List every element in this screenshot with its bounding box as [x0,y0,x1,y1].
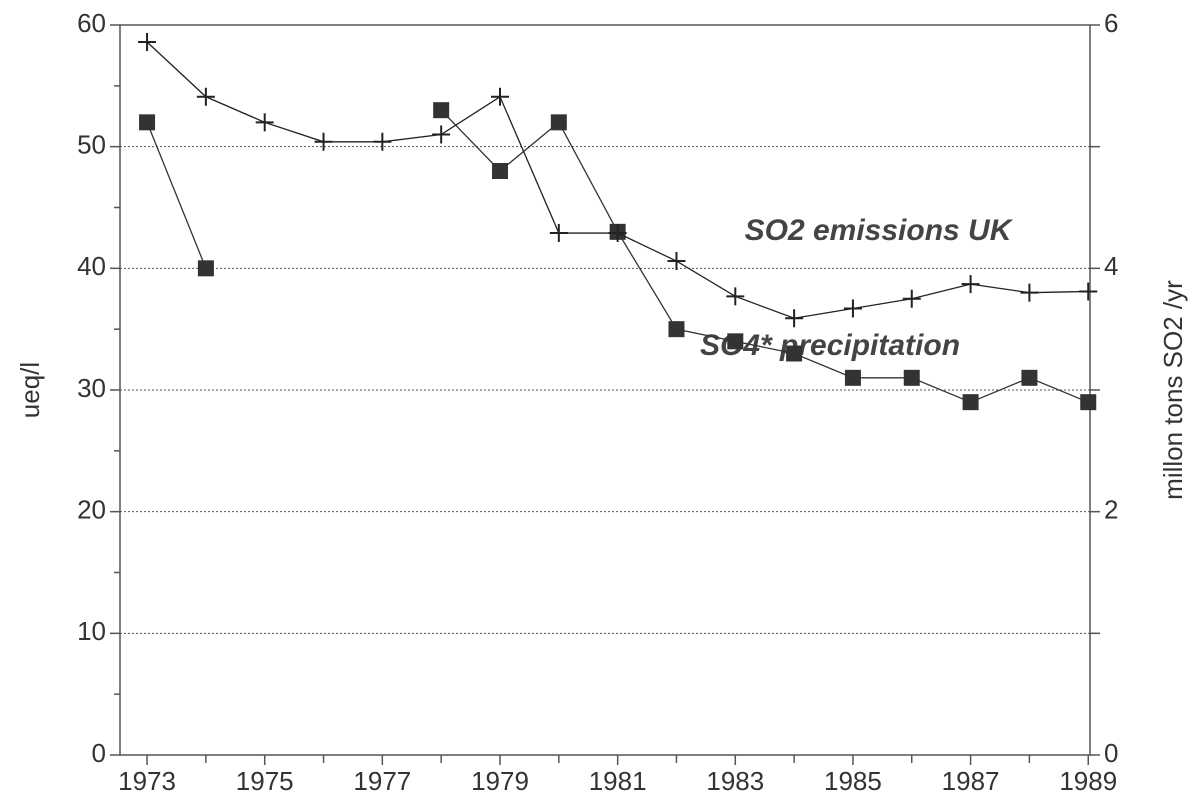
plus-marker [138,33,157,52]
y-tick-label: 10 [77,616,106,646]
plus-marker [255,113,274,132]
square-marker [550,114,567,131]
x-tick-label: 1981 [589,766,647,796]
square-marker [903,369,920,386]
series-label: SO4* precipitation [700,329,960,362]
series-line [146,41,1089,319]
y2-tick-label: 4 [1104,251,1118,281]
y-axis-label: ueq/l [15,362,45,418]
plus-marker [491,87,509,106]
y-tick-label: 60 [77,8,106,38]
y2-axis-label: millon tons SO2 /yr [1158,280,1188,500]
plus-marker [1079,282,1098,301]
square-marker [844,369,861,386]
plus-marker [726,287,745,306]
x-tick-label: 1979 [471,766,529,796]
y2-tick-label: 0 [1104,738,1118,768]
y-tick-label: 0 [92,738,106,768]
plus-marker [843,299,862,318]
plus-marker [961,275,980,294]
plus-marker [432,125,451,144]
square-marker [786,345,803,362]
plus-marker [785,309,804,328]
x-tick-label: 1983 [706,766,764,796]
series-label: SO2 emissions UK [745,214,1014,247]
square-marker [139,114,156,131]
series-line [440,109,1089,403]
x-tick-label: 1975 [236,766,294,796]
plus-marker [608,224,627,243]
plus-marker [373,132,392,151]
x-tick-label: 1985 [824,766,882,796]
square-marker [1021,369,1038,386]
y-tick-label: 50 [77,130,106,160]
square-marker [962,394,979,411]
y2-tick-label: 2 [1104,495,1118,525]
plus-marker [549,224,568,243]
square-marker [668,321,685,338]
plus-marker [314,132,333,151]
x-tick-label: 1977 [353,766,411,796]
square-marker [433,102,450,119]
square-marker [1080,394,1097,411]
square-marker [727,333,744,350]
plus-marker [196,87,215,106]
square-marker [197,260,214,277]
x-tick-label: 1973 [118,766,176,796]
y2-tick-label: 6 [1104,8,1118,38]
plus-marker [1020,283,1039,302]
plus-marker [667,252,686,271]
y-tick-label: 40 [77,251,106,281]
plus-marker [902,289,921,308]
square-marker [492,163,508,179]
x-tick-label: 1987 [942,766,1000,796]
y-tick-label: 20 [77,495,106,525]
series-line [146,122,207,269]
y-tick-label: 30 [77,373,106,403]
x-tick-label: 1989 [1059,766,1117,796]
